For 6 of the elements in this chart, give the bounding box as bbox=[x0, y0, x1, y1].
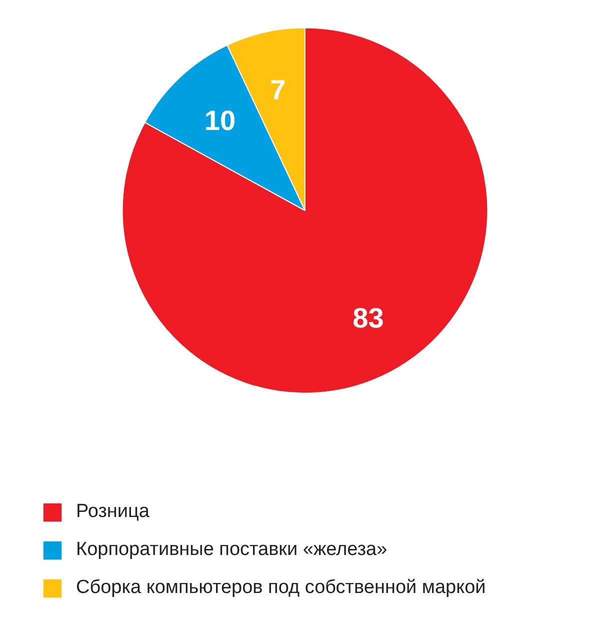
data-label: 83 bbox=[352, 302, 384, 334]
legend-label: Сборка компьютеров под собственной маркой bbox=[76, 577, 486, 599]
data-label: 7 bbox=[270, 74, 286, 106]
legend-label: Розница bbox=[76, 501, 150, 523]
data-label: 10 bbox=[204, 104, 236, 136]
legend-label: Корпоративные поставки «железа» bbox=[76, 539, 388, 561]
